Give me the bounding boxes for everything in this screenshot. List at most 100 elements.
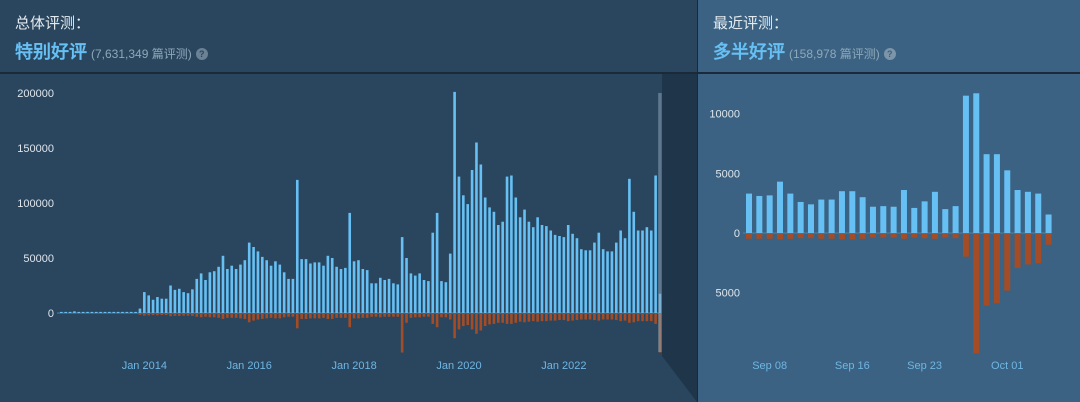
positive-bar [182, 292, 185, 313]
negative-bar [392, 314, 395, 317]
recent-rating: 多半好评 [713, 42, 785, 62]
negative-bar [256, 314, 260, 320]
positive-bar [64, 311, 67, 313]
positive-bar [575, 238, 579, 313]
positive-bar [164, 298, 168, 313]
negative-bar [593, 314, 596, 321]
positive-bar [553, 234, 557, 313]
y-tick-label: 50000 [23, 253, 54, 265]
negative-bar [361, 314, 365, 318]
positive-bar [221, 255, 225, 313]
positive-bar [849, 191, 856, 233]
negative-bar [462, 314, 465, 327]
positive-bar [73, 311, 76, 313]
positive-bar [649, 230, 653, 313]
negative-bar [470, 314, 474, 330]
positive-bar [409, 273, 413, 313]
overall-reviews-title: 总体评测： [15, 15, 91, 32]
negative-bar [457, 314, 461, 330]
positive-bar [619, 230, 622, 313]
positive-bar [766, 195, 773, 233]
positive-bar [540, 225, 544, 313]
y-tick-label: 100000 [17, 198, 54, 210]
negative-bar [973, 234, 980, 354]
negative-bar [553, 314, 557, 321]
positive-bar [125, 311, 129, 313]
negative-bar [295, 314, 299, 329]
positive-bar [818, 199, 825, 233]
positive-bar [348, 212, 352, 313]
positive-bar [571, 233, 574, 313]
question-circle-icon[interactable]: ? [883, 48, 896, 60]
negative-bar [243, 314, 247, 319]
positive-bar [756, 195, 763, 233]
x-tick-label: Sep 08 [752, 360, 787, 372]
recent-histogram[interactable]: 10000 5000 0 5000 Sep 08 Sep 16 Sep 23 Oct 01 [709, 93, 1052, 372]
positive-bar [169, 285, 172, 313]
positive-bar [300, 259, 303, 313]
positive-bar [470, 170, 474, 313]
negative-bar [993, 234, 1000, 304]
negative-bar [151, 314, 155, 316]
positive-bar [610, 251, 614, 313]
positive-bar [103, 311, 107, 313]
positive-bar [518, 217, 522, 313]
negative-bar [807, 234, 814, 239]
negative-bar [291, 314, 295, 317]
negative-bar [313, 314, 317, 319]
negative-bar [645, 314, 649, 322]
overall-histogram[interactable]: 200000 150000 100000 50000 0 Jan 2014 Jan 2016… [17, 88, 662, 372]
positive-bar [973, 93, 980, 233]
positive-bar [479, 164, 483, 313]
negative-bar [466, 314, 470, 325]
positive-bar [392, 283, 395, 313]
positive-bar [510, 175, 513, 313]
negative-bar [177, 314, 181, 316]
positive-bar [186, 293, 190, 313]
negative-bar [962, 234, 969, 257]
positive-bar [492, 211, 496, 313]
positive-bar [379, 277, 382, 313]
negative-bar [309, 314, 312, 319]
negative-bar [387, 314, 391, 317]
question-circle-icon[interactable]: ? [195, 48, 208, 60]
negative-bar [628, 314, 631, 323]
positive-bar [597, 232, 601, 313]
overall-reviews-header: 总体评测： 特别好评 (7,631,349 篇评测)? [0, 0, 697, 74]
negative-bar [952, 234, 959, 239]
y-tick-label: 5000 [716, 168, 740, 180]
negative-bar [160, 314, 164, 316]
negative-bar [597, 314, 601, 321]
negative-bar [274, 314, 277, 319]
negative-bar [427, 314, 430, 317]
negative-bar [610, 314, 614, 320]
negative-bar [217, 314, 220, 318]
positive-bar [387, 278, 391, 313]
positive-bar [326, 255, 330, 313]
positive-bar [475, 142, 478, 313]
negative-bar [173, 314, 177, 316]
negative-bar [531, 314, 535, 322]
positive-bar [304, 259, 308, 313]
negative-bar [431, 314, 435, 324]
positive-bar [243, 260, 247, 313]
negative-bar [488, 314, 491, 325]
positive-bar [514, 197, 518, 313]
negative-bar [818, 234, 825, 239]
positive-bar [453, 91, 456, 314]
positive-bar [86, 311, 89, 313]
negative-bar [330, 314, 334, 319]
positive-bar [457, 176, 461, 313]
negative-bar [199, 314, 203, 318]
positive-bar [558, 236, 561, 313]
negative-bar [497, 314, 500, 323]
positive-bar [797, 201, 804, 233]
positive-bar [121, 311, 124, 313]
negative-bar [584, 314, 587, 320]
positive-bar [921, 201, 928, 233]
x-tick-label: Sep 23 [907, 360, 942, 372]
positive-bar [580, 249, 583, 313]
negative-bar [453, 314, 456, 339]
positive-bar [584, 250, 587, 313]
